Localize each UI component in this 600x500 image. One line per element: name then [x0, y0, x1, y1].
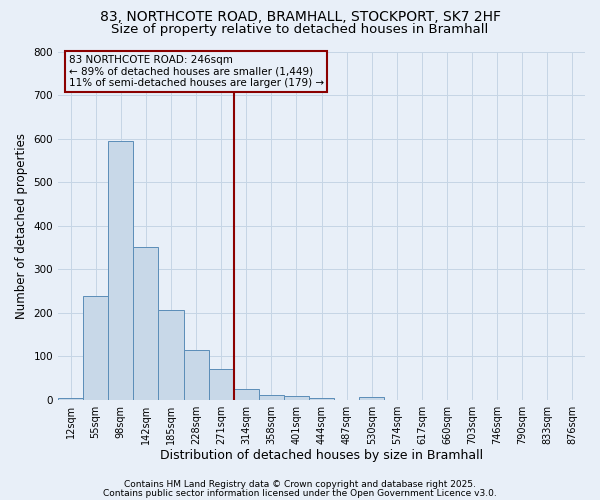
- Bar: [259, 396, 284, 400]
- Bar: [133, 248, 158, 400]
- Bar: [58, 398, 83, 400]
- Text: 83, NORTHCOTE ROAD, BRAMHALL, STOCKPORT, SK7 2HF: 83, NORTHCOTE ROAD, BRAMHALL, STOCKPORT,…: [100, 10, 500, 24]
- Bar: [209, 369, 233, 400]
- Y-axis label: Number of detached properties: Number of detached properties: [15, 132, 28, 318]
- Bar: [108, 140, 133, 400]
- Text: Contains HM Land Registry data © Crown copyright and database right 2025.: Contains HM Land Registry data © Crown c…: [124, 480, 476, 489]
- Bar: [233, 389, 259, 400]
- Bar: [284, 396, 309, 400]
- Bar: [309, 398, 334, 400]
- Bar: [158, 310, 184, 400]
- Bar: [83, 296, 108, 400]
- Text: 83 NORTHCOTE ROAD: 246sqm
← 89% of detached houses are smaller (1,449)
11% of se: 83 NORTHCOTE ROAD: 246sqm ← 89% of detac…: [68, 55, 324, 88]
- Bar: [184, 350, 209, 400]
- Bar: [359, 396, 384, 400]
- Text: Size of property relative to detached houses in Bramhall: Size of property relative to detached ho…: [112, 22, 488, 36]
- X-axis label: Distribution of detached houses by size in Bramhall: Distribution of detached houses by size …: [160, 450, 483, 462]
- Text: Contains public sector information licensed under the Open Government Licence v3: Contains public sector information licen…: [103, 488, 497, 498]
